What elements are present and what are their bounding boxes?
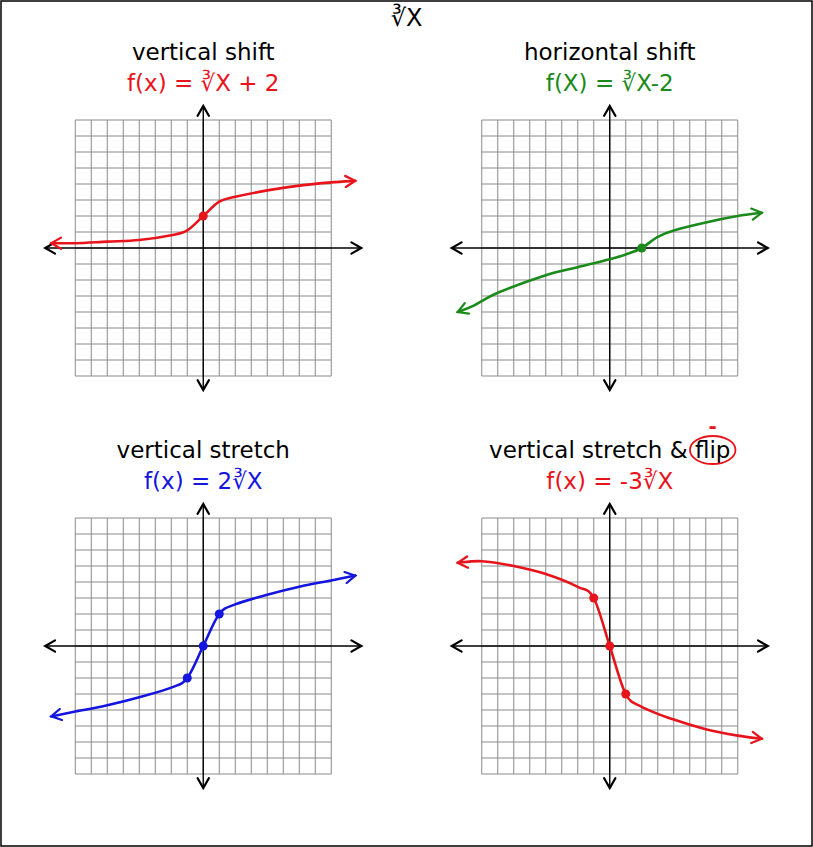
panel: vertical shift f(x) = ∛X + 2 (45, 39, 361, 390)
point (637, 244, 646, 253)
annotation-circle (690, 436, 736, 464)
point (199, 212, 208, 221)
data-layer (458, 213, 762, 312)
y-axis (609, 106, 610, 390)
canvas: ∛X vertical shift f(x) = ∛X + 2 horizontal … (0, 0, 813, 847)
data-layer (458, 561, 762, 739)
panel-subtitle: f(x) = -3∛X (546, 467, 673, 494)
panel-title: vertical shift (132, 39, 275, 65)
annotation: - (709, 414, 717, 438)
page-title: ∛X (391, 3, 423, 32)
panel-subtitle: f(x) = 2∛X (144, 467, 263, 494)
point (183, 674, 192, 683)
y-axis (203, 106, 204, 390)
panel: vertical stretch f(x) = 2∛X (45, 437, 361, 788)
point (199, 642, 208, 651)
panel-subtitle: f(x) = ∛X + 2 (127, 69, 280, 96)
curve (458, 213, 762, 312)
curve (51, 181, 355, 244)
curve (458, 561, 762, 739)
panel-subtitle: f(X) = ∛X-2 (546, 69, 674, 96)
curve (51, 576, 355, 717)
panel-title: horizontal shift (524, 39, 696, 65)
panel: vertical stretch & flipf(x) = -3∛X- (452, 414, 768, 788)
panel: horizontal shift f(X) = ∛X-2 (452, 39, 768, 390)
data-layer (51, 576, 355, 717)
page: {"title": "∛X", "chart_data": [ {"type":… (0, 0, 813, 847)
point (621, 690, 630, 699)
point (589, 594, 598, 603)
point (605, 642, 614, 651)
point (215, 610, 224, 619)
data-layer (51, 181, 355, 244)
page-frame (1, 1, 812, 846)
panel-title: vertical stretch (117, 437, 290, 463)
